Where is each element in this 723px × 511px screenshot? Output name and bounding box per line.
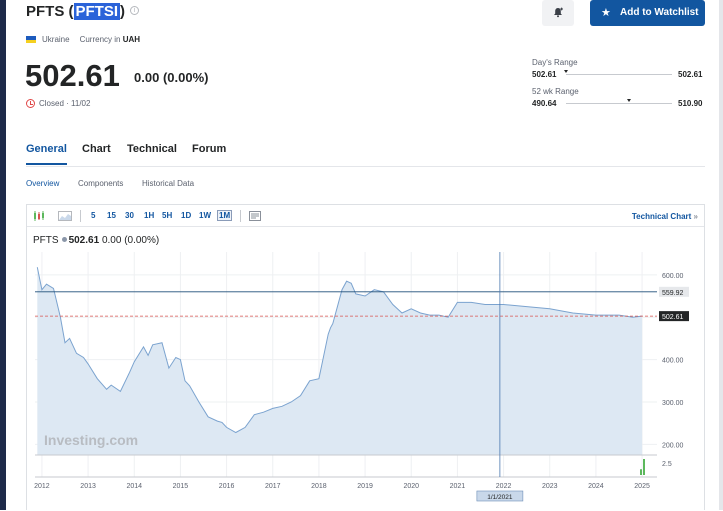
days-range-marker <box>564 70 568 73</box>
y-tick-label: 600.00 <box>662 273 684 280</box>
legend-symbol: PFTS <box>33 235 59 246</box>
left-edge-bar <box>0 0 6 510</box>
ukraine-flag-icon <box>26 36 36 44</box>
x-tick-label: 2019 <box>357 483 373 490</box>
interval-1m[interactable]: 1M <box>217 210 233 221</box>
main-tabs: General Chart Technical Forum <box>26 143 705 167</box>
change-percent: (0.00%) <box>162 70 209 85</box>
last-price-label-bg <box>659 311 689 322</box>
x-tick-label: 2018 <box>311 483 327 490</box>
legend-price: 502.61 <box>68 235 100 246</box>
last-price-label: 502.61 <box>662 314 684 321</box>
watchlist-label: Add to Watchlist <box>620 7 699 18</box>
area-chart-icon[interactable] <box>58 211 72 221</box>
country-label: Ukraine <box>42 35 70 44</box>
technical-chart-link[interactable]: Technical Chart » <box>632 212 698 221</box>
x-tick-label: 2014 <box>126 483 142 490</box>
interval-1d[interactable]: 1D <box>181 211 192 220</box>
investing-watermark: Investing.com <box>44 432 138 448</box>
x-tick-label: 2016 <box>219 483 235 490</box>
chart-toolbar: 5 15 30 1H 5H 1D 1W 1M Technical Chart » <box>27 205 704 227</box>
market-status-text: Closed · 11/02 <box>39 99 91 108</box>
market-meta: Ukraine Currency in UAH <box>26 35 140 44</box>
toolbar-separator <box>80 210 81 222</box>
tab-general[interactable]: General <box>26 143 67 165</box>
subtab-overview[interactable]: Overview <box>26 179 60 188</box>
title-suffix: ) <box>120 3 126 20</box>
x-tick-label: 2012 <box>34 483 50 490</box>
x-tick-label: 2021 <box>450 483 466 490</box>
crosshair-date-label: 1/1/2021 <box>487 494 513 501</box>
x-tick-label: 2025 <box>634 483 650 490</box>
tab-forum[interactable]: Forum <box>192 143 227 155</box>
tab-technical[interactable]: Technical <box>127 143 177 155</box>
candlestick-chart-icon[interactable] <box>33 211 45 221</box>
price-line <box>36 267 643 434</box>
technical-chart-label: Technical Chart <box>631 212 692 221</box>
price-chart[interactable]: Investing.com559.92502.61600.00400.00300… <box>27 205 704 511</box>
days-range-low: 502.61 <box>532 70 557 79</box>
x-tick-label: 2017 <box>265 483 281 490</box>
reference-line-label-bg <box>659 286 689 297</box>
toolbar-separator <box>240 210 241 222</box>
currency-value: UAH <box>122 35 141 44</box>
volume-bar <box>640 469 642 475</box>
x-tick-label: 2022 <box>496 483 512 490</box>
y-tick-label: 300.00 <box>662 400 684 407</box>
change-value: 0.00 <box>134 70 160 85</box>
y-tick-label: 400.00 <box>662 358 684 365</box>
x-tick-label: 2020 <box>403 483 419 490</box>
52wk-range-high: 510.90 <box>678 99 703 108</box>
interval-30[interactable]: 30 <box>125 211 134 220</box>
chevron-right-icon: » <box>693 212 698 221</box>
legend-change: 0.00 <box>101 235 122 246</box>
interval-5[interactable]: 5 <box>91 211 96 220</box>
right-scroll-gutter[interactable] <box>719 0 723 510</box>
interval-5h[interactable]: 5H <box>162 211 173 220</box>
market-status: Closed · 11/02 <box>26 99 91 109</box>
price-area <box>37 267 643 455</box>
52wk-range-low: 490.64 <box>532 99 557 108</box>
alert-button[interactable] <box>542 0 574 26</box>
days-range-track <box>566 74 672 75</box>
interval-1h[interactable]: 1H <box>144 211 155 220</box>
price-change: 0.00 (0.00%) <box>134 70 208 85</box>
add-to-watchlist-button[interactable]: ★ Add to Watchlist <box>590 0 705 26</box>
subtab-components[interactable]: Components <box>78 179 124 188</box>
legend-dot-icon <box>61 237 67 243</box>
volume-scale-label: 2.5 <box>662 461 672 468</box>
tab-chart[interactable]: Chart <box>82 143 111 155</box>
volume-bar <box>643 459 645 475</box>
last-price: 502.61 <box>25 58 120 93</box>
x-tick-label: 2015 <box>173 483 189 490</box>
interval-15[interactable]: 15 <box>107 211 116 220</box>
star-icon: ★ <box>601 7 611 19</box>
title-prefix: PFTS ( <box>26 3 74 20</box>
indicators-icon[interactable] <box>249 211 261 221</box>
days-range-label: Day's Range <box>532 58 578 67</box>
clock-icon <box>26 99 35 109</box>
currency-label: Currency in <box>79 35 121 44</box>
y-tick-label: 200.00 <box>662 442 684 449</box>
subtab-historical-data[interactable]: Historical Data <box>142 179 195 188</box>
page-title: PFTS (PFTSI) <box>26 3 125 20</box>
info-icon[interactable]: i <box>130 6 139 15</box>
legend-change-percent: (0.00%) <box>124 235 160 246</box>
x-tick-label: 2023 <box>542 483 558 490</box>
days-range-high: 502.61 <box>678 70 703 79</box>
chart-legend: PFTS 502.61 0.00 (0.00%) <box>33 235 159 246</box>
chart-panel: 5 15 30 1H 5H 1D 1W 1M Technical Chart »… <box>26 204 705 510</box>
x-tick-label: 2024 <box>588 483 604 490</box>
52wk-range-track <box>566 103 672 104</box>
interval-1w[interactable]: 1W <box>199 211 211 220</box>
52wk-range-marker <box>626 99 631 102</box>
title-symbol-selected: PFTSI <box>73 3 121 20</box>
reference-line-label: 559.92 <box>662 290 684 297</box>
bell-plus-icon <box>554 7 563 18</box>
52wk-range-label: 52 wk Range <box>532 87 579 96</box>
x-tick-label: 2013 <box>80 483 96 490</box>
crosshair-date-bg <box>476 490 524 502</box>
